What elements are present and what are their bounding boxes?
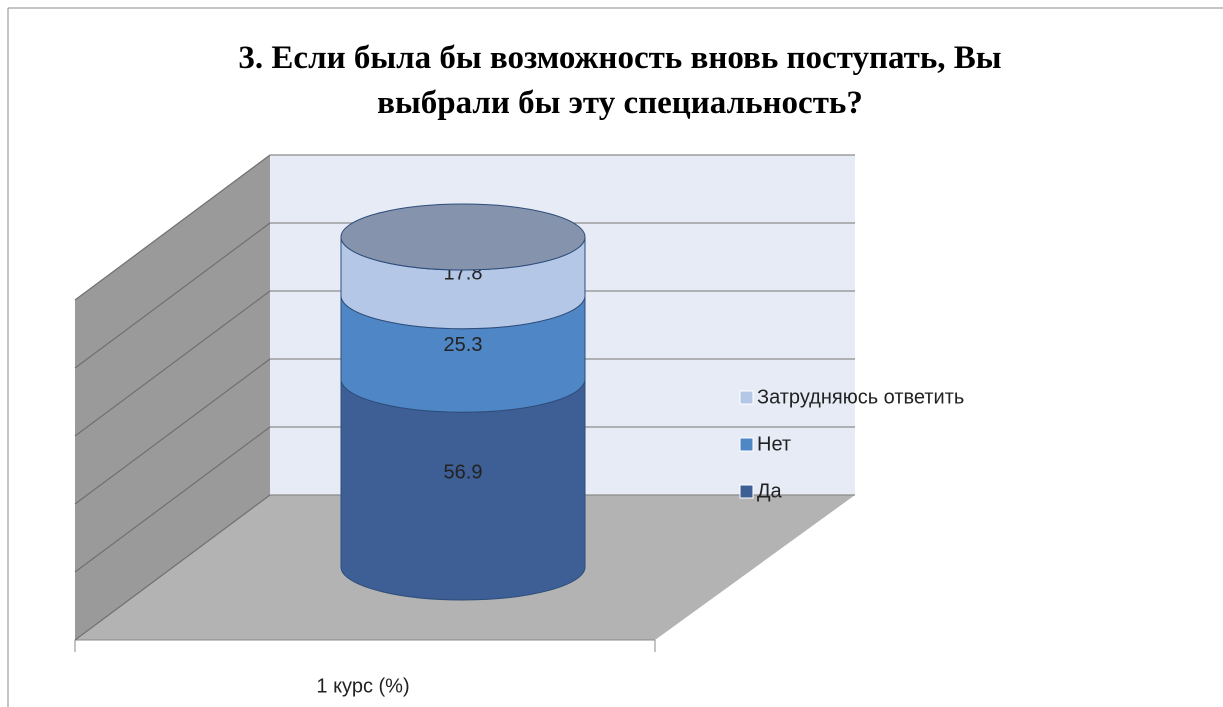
legend-swatch — [739, 437, 754, 452]
grid-line — [74, 290, 271, 437]
legend-swatch — [739, 390, 754, 405]
legend-label: Да — [757, 480, 783, 502]
grid-line — [74, 358, 271, 505]
chart-title: 3. Если была бы возможность вновь поступ… — [238, 40, 1002, 121]
legend-label: Затрудняюсь ответить — [757, 386, 964, 408]
grid-line — [74, 222, 271, 369]
legend-swatch — [739, 484, 754, 499]
side-wall — [75, 155, 270, 640]
bar-top — [340, 203, 586, 271]
grid-line — [74, 154, 271, 301]
legend-label: Нет — [757, 433, 791, 455]
data-label: 56.9 — [444, 461, 483, 483]
data-label: 25.3 — [444, 334, 483, 356]
x-tick-label: 1 курс (%) — [316, 675, 409, 697]
grid-line — [74, 494, 271, 641]
grid-line — [74, 426, 271, 573]
